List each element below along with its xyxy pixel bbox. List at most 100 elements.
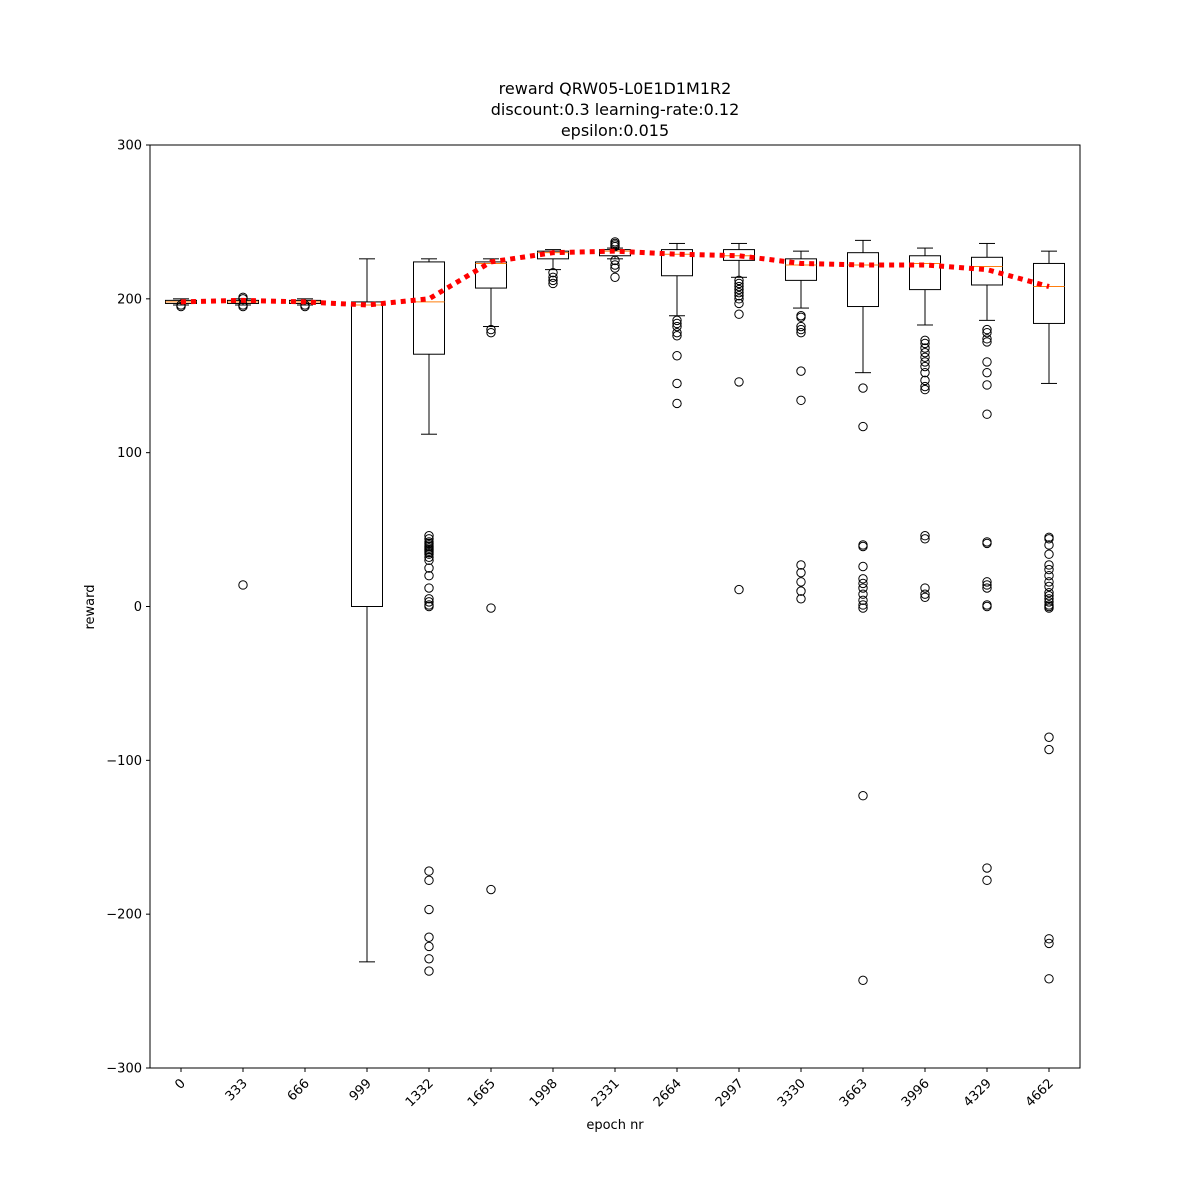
flier-point — [982, 327, 992, 338]
y-axis: −300 −200 −100 0 100 200 300 — [106, 139, 150, 1077]
flier-point — [982, 577, 992, 587]
box — [1033, 262, 1065, 324]
flier-point — [796, 327, 806, 338]
box-group — [599, 237, 631, 282]
flier-point — [796, 312, 806, 322]
x-tick-label: 0 — [172, 1076, 188, 1092]
flier-point — [1044, 534, 1054, 544]
flier-point — [982, 409, 992, 419]
flier-point — [920, 534, 930, 544]
box — [413, 261, 445, 355]
x-tick-label: 666 — [285, 1076, 313, 1104]
flier-point — [610, 260, 620, 270]
x-tick-label: 3996 — [899, 1076, 933, 1110]
flier-point — [982, 367, 992, 378]
flier-point — [424, 534, 434, 544]
flier-point — [486, 884, 496, 895]
box-group — [909, 247, 941, 602]
flier-point — [920, 381, 930, 392]
flier-point — [1044, 581, 1054, 592]
flier-point — [424, 875, 434, 886]
flier-point — [1044, 732, 1054, 742]
flier-point — [982, 580, 992, 590]
box — [909, 255, 941, 291]
flier-point — [920, 384, 930, 395]
x-tick-label: 1998 — [527, 1076, 561, 1110]
flier-point — [734, 287, 744, 298]
flier-point — [1044, 603, 1054, 613]
y-tick-label: −300 — [106, 1062, 142, 1077]
flier-point — [920, 367, 930, 378]
x-tick-label: 1665 — [465, 1076, 499, 1110]
box-group — [785, 250, 817, 604]
flier-point — [486, 324, 496, 335]
flier-point — [1044, 597, 1054, 607]
flier-point — [424, 941, 434, 952]
flier-point — [1044, 938, 1054, 949]
flier-point — [858, 791, 868, 801]
flier-point — [1044, 564, 1054, 575]
box-group — [723, 242, 755, 595]
flier-point — [424, 552, 434, 562]
flier-point — [734, 275, 744, 286]
flier-point — [610, 241, 620, 252]
y-axis-label: reward — [83, 584, 98, 629]
flier-point — [610, 263, 620, 273]
mean-line — [180, 248, 1050, 308]
flier-point — [424, 966, 434, 976]
x-tick-label: 4329 — [961, 1076, 995, 1110]
x-tick-label: 2664 — [651, 1076, 685, 1110]
flier-point — [734, 291, 744, 301]
flier-point — [982, 380, 992, 390]
y-tick-label: 100 — [117, 446, 142, 461]
flier-point — [424, 549, 434, 559]
box-group — [475, 258, 507, 895]
box — [475, 261, 507, 289]
flier-point — [548, 278, 558, 289]
x-tick-label: 4662 — [1023, 1076, 1057, 1110]
flier-point — [238, 580, 248, 590]
title-line-2: discount:0.3 learning-rate:0.12 — [491, 100, 740, 119]
title-line-3: epsilon:0.015 — [561, 121, 669, 140]
flier-point — [610, 255, 620, 266]
plot-area — [165, 237, 1065, 986]
flier-point — [1044, 974, 1054, 984]
x-tick-label: 1332 — [403, 1076, 437, 1110]
flier-point — [920, 347, 930, 358]
flier-point — [920, 352, 930, 362]
flier-point — [1044, 577, 1054, 587]
x-tick-label: 3663 — [837, 1076, 871, 1110]
flier-point — [796, 586, 806, 596]
flier-point — [858, 583, 868, 593]
flier-point — [424, 555, 434, 566]
flier-point — [858, 574, 868, 584]
box — [785, 258, 817, 281]
flier-point — [982, 324, 992, 335]
flier-point — [1044, 560, 1054, 570]
flier-point — [548, 272, 558, 282]
flier-point — [982, 863, 992, 873]
flier-point — [672, 331, 682, 341]
flier-point — [920, 361, 930, 372]
flier-point — [672, 398, 682, 409]
x-tick-label: 2997 — [713, 1076, 747, 1110]
flier-point — [672, 327, 682, 338]
flier-point — [734, 309, 744, 319]
flier-point — [920, 531, 930, 541]
flier-point — [796, 567, 806, 578]
flier-point — [672, 315, 682, 326]
flier-point — [672, 318, 682, 329]
x-tick-label: 999 — [347, 1076, 375, 1104]
flier-point — [424, 531, 434, 541]
flier-point — [424, 904, 434, 915]
box — [971, 256, 1003, 286]
flier-point — [920, 335, 930, 346]
y-tick-label: −200 — [106, 908, 142, 923]
flier-point — [858, 578, 868, 589]
flier-point — [858, 595, 868, 606]
flier-point — [1044, 549, 1054, 559]
flier-point — [858, 975, 868, 986]
flier-point — [920, 589, 930, 599]
flier-point — [610, 272, 620, 282]
